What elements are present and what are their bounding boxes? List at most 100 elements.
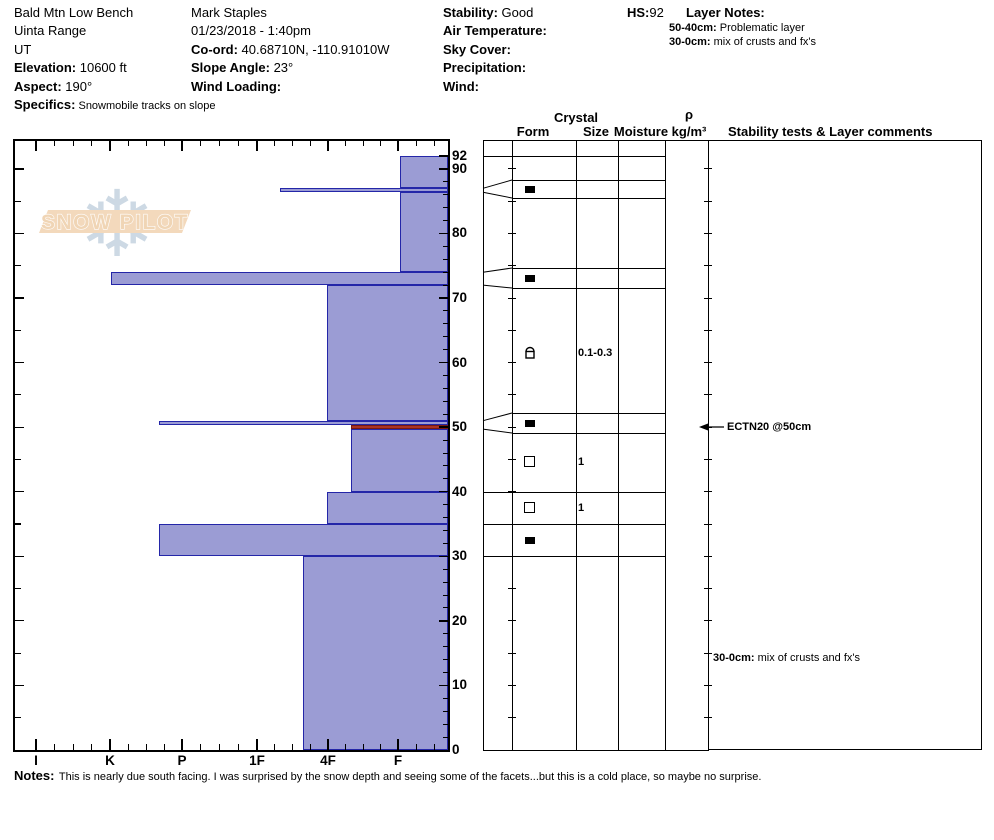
axis-tick [15, 232, 24, 235]
axis-tick [443, 413, 448, 415]
notes-label: Notes: [14, 768, 55, 783]
axis-tick [443, 284, 448, 286]
hardness-bar [327, 491, 448, 525]
axis-tick [54, 744, 55, 750]
hardness-label: P [177, 753, 187, 768]
axis-tick [145, 141, 147, 146]
layer-note: 30-0cm: mix of crusts and fx's [669, 35, 816, 48]
layer-boundary-line [512, 288, 665, 289]
thin-layer-fan-line [482, 428, 513, 434]
snowpilot-logo: ❄SNOW PILOT [39, 174, 191, 268]
depth-label: 10 [452, 677, 468, 693]
thin-layer-fan-line [482, 284, 513, 289]
axis-tick [443, 517, 448, 519]
axis-tick [443, 465, 448, 467]
depth-label: 40 [452, 483, 468, 499]
axis-tick [443, 452, 448, 454]
axis-tick [439, 490, 448, 493]
hardness-label: 4F [320, 753, 336, 768]
layer-comment: 30-0cm: mix of crusts and fx's [713, 651, 860, 664]
axis-tick [15, 394, 21, 396]
hardness-bar [400, 192, 448, 273]
axis-tick [237, 141, 239, 146]
hardness-bar [303, 556, 448, 750]
axis-tick [439, 361, 448, 364]
depth-label: 0 [452, 742, 460, 757]
axis-tick [443, 710, 448, 712]
axis-tick [415, 744, 417, 750]
grain-panel-vline [483, 140, 484, 750]
header-field: Specifics: Snowmobile tracks on slope [14, 97, 216, 113]
hardness-bar [159, 420, 448, 425]
header-field: UT [14, 41, 32, 57]
header-field: Stability: Good [443, 5, 534, 20]
header-field: Air Temperature: [443, 23, 547, 39]
axis-tick [508, 523, 516, 525]
grain-form-rounding-facets-icon [525, 346, 535, 359]
axis-tick [256, 141, 258, 151]
depth-label: 20 [452, 612, 468, 628]
axis-tick [443, 736, 448, 738]
axis-tick [181, 141, 183, 151]
axis-tick [508, 362, 516, 364]
notes-row: Notes: This is nearly due south facing. … [14, 767, 761, 785]
depth-label: 50 [452, 419, 468, 435]
axis-tick [443, 207, 448, 209]
grain-size-value: 0.1-0.3 [578, 346, 613, 359]
axis-tick [163, 744, 165, 750]
axis-tick [415, 141, 417, 146]
axis-tick [508, 329, 516, 331]
axis-tick [397, 739, 399, 750]
axis-tick [508, 555, 516, 557]
hardness-bar [280, 188, 448, 193]
layer-boundary-line [483, 556, 665, 558]
axis-tick [508, 588, 516, 590]
thin-layer-fan-line [482, 191, 513, 199]
header-field: Uinta Range [14, 23, 87, 39]
axis-tick [443, 607, 448, 609]
axis-tick [91, 744, 92, 750]
depth-label: 30 [452, 548, 468, 564]
axis-tick [292, 744, 293, 750]
grain-form-ice-layer-icon [525, 274, 535, 282]
logo-text: SNOW PILOT [41, 211, 189, 234]
axis-tick [127, 744, 129, 750]
axis-tick [443, 387, 448, 389]
axis-tick [15, 620, 24, 622]
axis-tick [15, 458, 21, 461]
axis-tick [439, 297, 448, 299]
depth-label: 90 [452, 160, 468, 176]
axis-tick [15, 555, 24, 557]
axis-tick [443, 594, 448, 596]
stability-comments-header: Stability tests & Layer comments [728, 124, 933, 139]
header-field: Sky Cover: [443, 41, 511, 57]
axis-tick [15, 491, 24, 493]
axis-tick [508, 394, 516, 396]
header-field: Elevation: 10600 ft [14, 60, 127, 76]
axis-tick [15, 362, 24, 364]
header-field: Slope Angle: 23° [191, 60, 294, 76]
hardness-label: F [393, 753, 403, 768]
axis-tick [443, 697, 448, 699]
hardness-bar [111, 272, 448, 286]
axis-tick [72, 744, 74, 750]
header-field: Mark Staples [191, 5, 267, 20]
depth-label: 70 [452, 290, 468, 306]
header-column-middle: Mark Staples 01/23/2018 - 1:40pm Co-ord: 4… [191, 4, 389, 96]
axis-tick [439, 168, 448, 170]
axis-tick [443, 181, 448, 183]
axis-tick [508, 200, 516, 202]
axis-tick [380, 744, 381, 750]
crystal-header: Crystal [553, 110, 599, 125]
axis-tick [508, 684, 516, 686]
axis-tick [439, 426, 448, 428]
axis-tick [508, 168, 516, 170]
axis-tick [15, 329, 21, 331]
axis-tick [72, 141, 74, 146]
axis-tick [309, 141, 311, 146]
axis-tick [15, 652, 21, 654]
axis-tick [443, 672, 448, 674]
axis-tick [274, 141, 276, 146]
axis-tick [443, 375, 448, 377]
